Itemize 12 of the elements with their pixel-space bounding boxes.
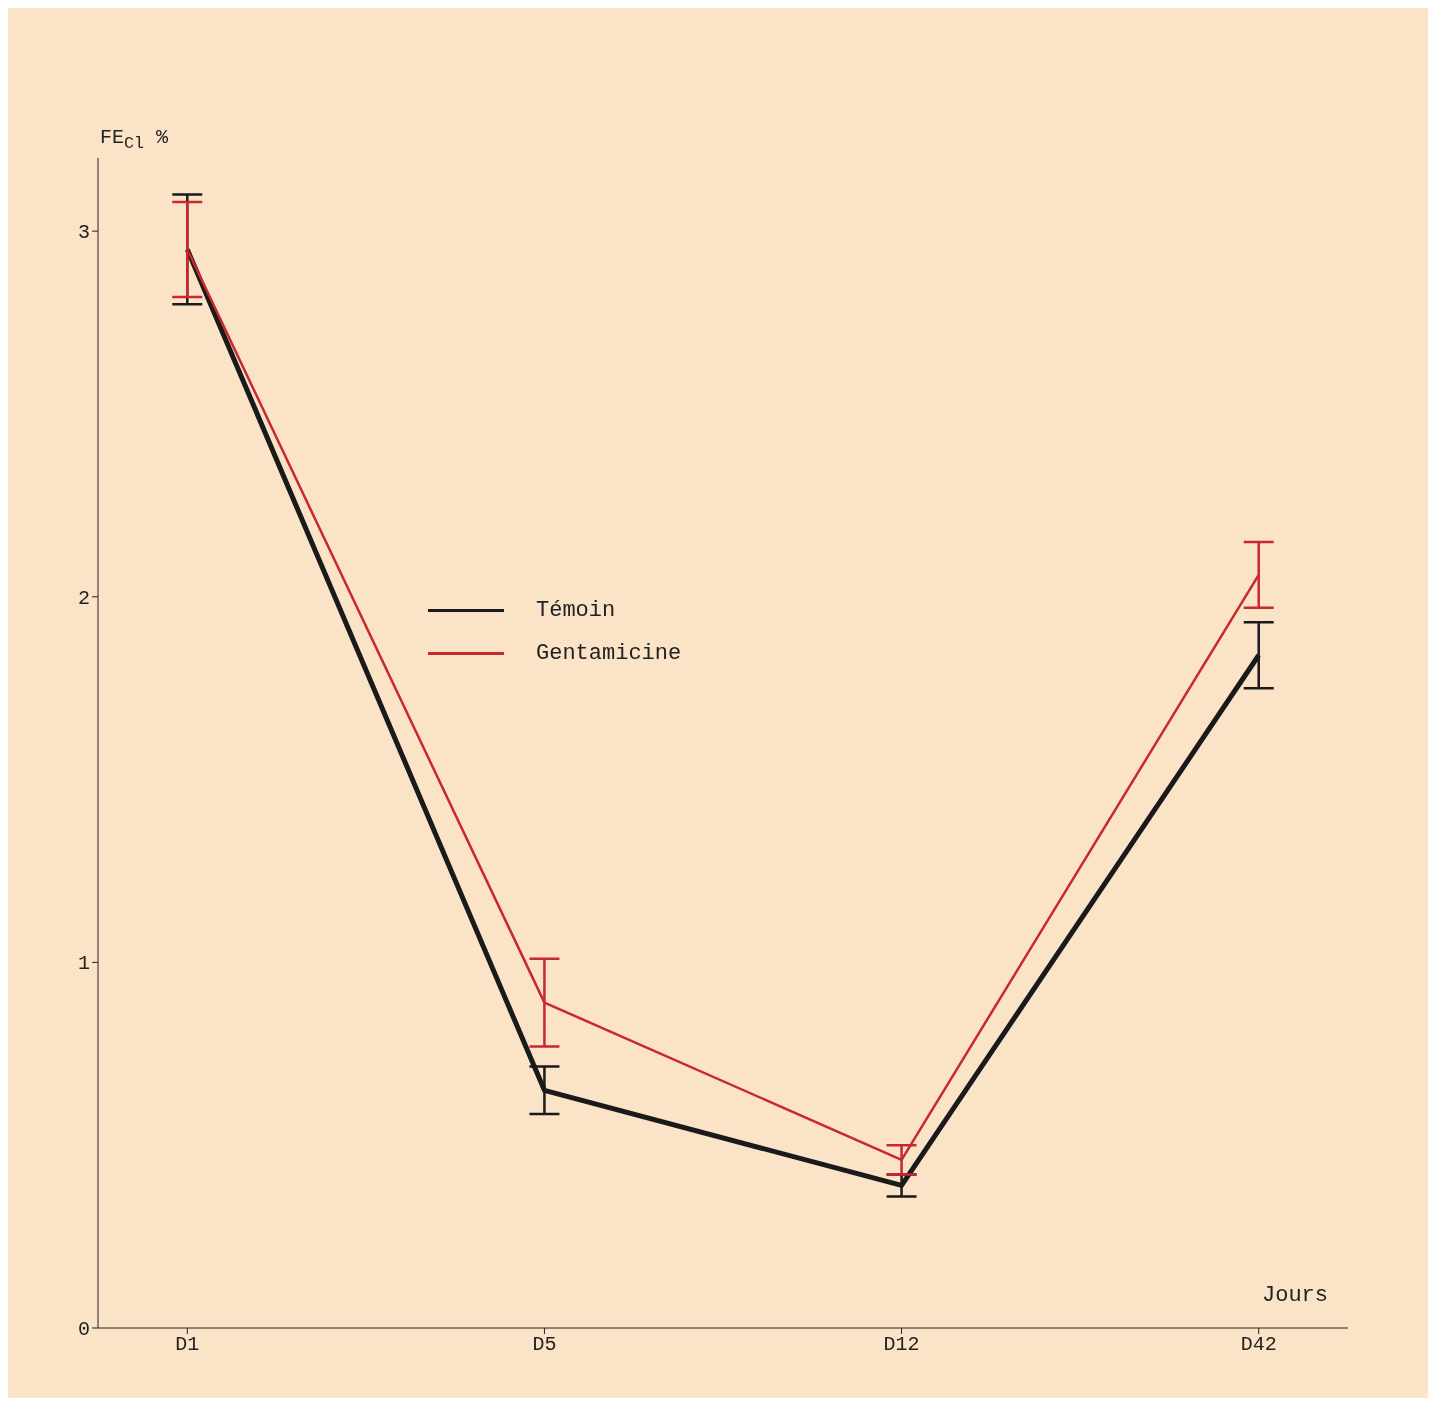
x-axis-title: Jours xyxy=(1261,1283,1328,1308)
y-tick-label: 3 xyxy=(77,221,90,245)
x-tick-label: D5 xyxy=(532,1333,557,1357)
x-tick-label: D12 xyxy=(883,1333,920,1357)
legend-label: Gentamicine xyxy=(536,641,682,666)
x-tick-label: D42 xyxy=(1240,1333,1277,1357)
y-tick-label: 1 xyxy=(77,952,90,976)
y-tick-label: 0 xyxy=(77,1318,90,1342)
x-tick-label: D1 xyxy=(175,1333,200,1357)
y-axis-title: FE$_{Cl}$ % xyxy=(100,126,169,153)
legend-label: Témoin xyxy=(536,598,616,623)
y-tick-label: 2 xyxy=(77,586,90,610)
